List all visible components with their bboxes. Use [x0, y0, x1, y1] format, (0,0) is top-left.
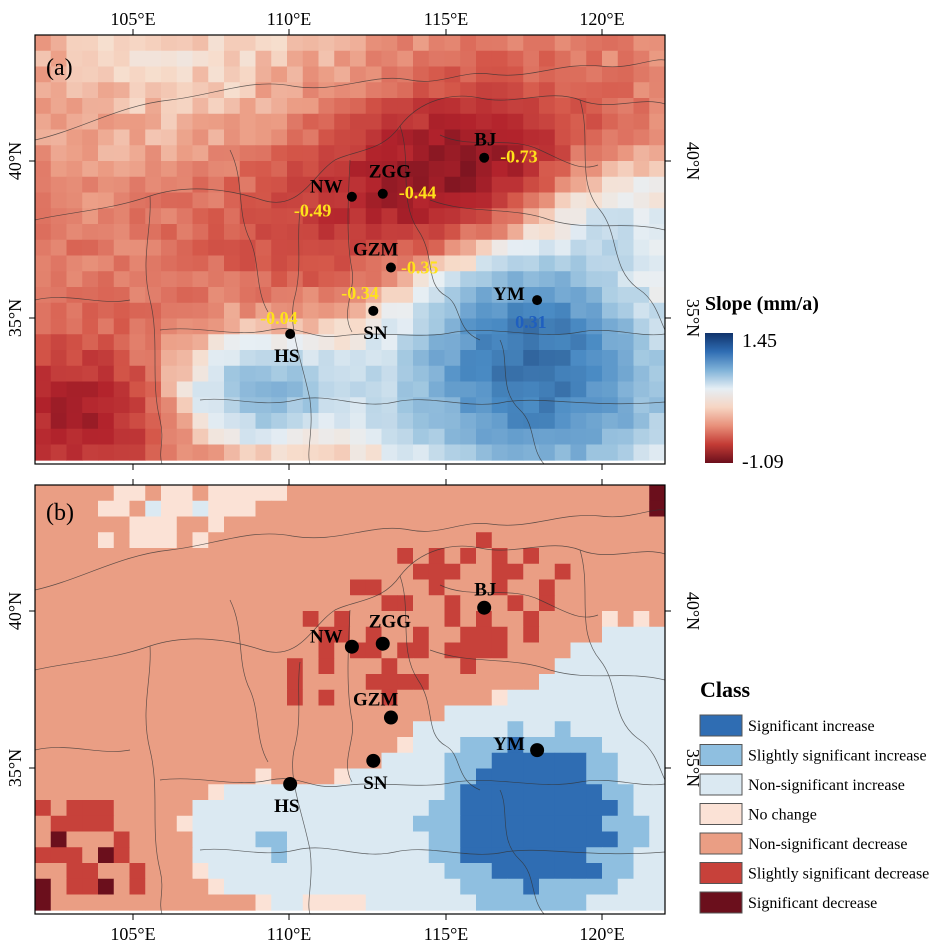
legend-swatch: [699, 862, 743, 884]
class-legend: Class Significant increase Slightly signi…: [699, 677, 929, 914]
legend-swatch: [699, 773, 743, 796]
station-label-a: NW: [310, 177, 343, 198]
station-marker-b: [366, 753, 381, 768]
legend-label: Significant decrease: [748, 895, 877, 912]
stations-layer-a: BJ-0.73 ZGG-0.44 NW -0.49 GZM-0.35 SN -0.34 HS -…: [260, 130, 546, 367]
panel-a-frame: [34, 34, 666, 465]
lon-tick-label-top: 110°E: [267, 9, 312, 29]
station-slope-value: -0.34: [341, 283, 379, 303]
station-marker-b: [283, 777, 298, 792]
station-label-b: NW: [310, 627, 343, 648]
colorbar-title: Slope (mm/a): [705, 293, 819, 315]
station-label-b: SN: [363, 773, 388, 794]
station-marker-a: [532, 295, 543, 306]
station-slope-value: -0.73: [500, 147, 538, 167]
lat-tick-label-right: 40°N: [683, 592, 703, 630]
panel-b-label: (b): [46, 500, 74, 526]
axes: 105°E 105°E 110°E 110°E 115°E 115°E 120°E 120°E…: [5, 9, 703, 944]
colorbar-min: -1.09: [742, 451, 784, 473]
lat-tick-label-left: 40°N: [5, 142, 25, 180]
lon-tick-label-top: 115°E: [424, 9, 469, 29]
legend-title: Class: [700, 677, 751, 702]
lon-tick-label-bottom: 120°E: [579, 924, 624, 944]
legend-swatch: [699, 803, 743, 825]
panel-b: (b) BJ ZGG NW GZM SN HS YM: [34, 484, 666, 915]
station-marker-a: [346, 191, 357, 202]
station-label-a: ZGG: [369, 162, 411, 183]
station-slope-value: 0.31: [515, 312, 547, 332]
station-slope-value: -0.04: [260, 308, 298, 328]
lon-tick-label-top: 120°E: [579, 9, 624, 29]
lat-tick-label-left: 35°N: [5, 749, 25, 787]
lat-tick-label-left: 40°N: [5, 592, 25, 630]
legend-label: Non-significant decrease: [748, 836, 907, 853]
station-label-b: HS: [274, 796, 299, 817]
province-borders-a: [35, 59, 665, 464]
station-marker-b: [344, 639, 359, 654]
station-label-b: ZGG: [369, 612, 411, 633]
station-label-a: SN: [363, 323, 388, 344]
colorbar-max: 1.45: [742, 330, 777, 352]
lat-tick-label-right: 35°N: [683, 749, 703, 787]
lat-tick-label-left: 35°N: [5, 299, 25, 337]
station-label-b: BJ: [474, 580, 496, 601]
legend-label: Slightly significant decrease: [748, 866, 929, 883]
station-slope-value: -0.49: [294, 201, 332, 221]
station-marker-b: [477, 600, 492, 615]
lat-tick-label-right: 35°N: [683, 299, 703, 337]
stations-layer-b: BJ ZGG NW GZM SN HS YM: [274, 580, 545, 817]
station-marker-a: [368, 305, 379, 316]
legend-label: Non-significant increase: [748, 777, 905, 794]
station-label-a: HS: [274, 346, 299, 367]
panel-a: (a) BJ-0.73 ZGG-0.44 NW -0.49 GZM-0.35 SN -0.3…: [34, 34, 666, 465]
class-raster: [35, 485, 665, 911]
legend-swatch: [699, 891, 743, 914]
province-borders-b: [35, 509, 665, 914]
colorbar-ramp: [705, 333, 733, 463]
station-slope-value: -0.44: [399, 183, 437, 203]
lon-tick-label-bottom: 105°E: [110, 924, 155, 944]
station-marker-a: [479, 152, 490, 163]
colorbar: Slope (mm/a) 1.45 -1.09: [705, 293, 819, 473]
slope-raster: [35, 35, 665, 461]
station-marker-a: [285, 329, 296, 340]
station-marker-b: [375, 636, 390, 651]
legend-swatch: [699, 744, 743, 766]
station-marker-a: [385, 262, 396, 273]
station-slope-value: -0.35: [401, 258, 439, 278]
legend-label: No change: [748, 807, 817, 824]
legend-label: Slightly significant increase: [748, 748, 927, 765]
lon-tick-label-top: 105°E: [110, 9, 155, 29]
station-marker-b: [530, 743, 545, 758]
lon-tick-label-bottom: 110°E: [267, 924, 312, 944]
station-label-a: GZM: [353, 240, 398, 261]
legend-label: Significant increase: [748, 718, 875, 735]
station-marker-b: [383, 710, 398, 725]
legend-swatch: [699, 714, 743, 737]
legend-swatch: [699, 832, 743, 855]
lat-tick-label-right: 40°N: [683, 142, 703, 180]
station-label-b: GZM: [353, 690, 398, 711]
lon-tick-label-bottom: 115°E: [424, 924, 469, 944]
panel-b-frame: [34, 484, 666, 915]
panel-a-label: (a): [46, 55, 73, 81]
station-label-a: BJ: [474, 130, 496, 151]
station-label-b: YM: [493, 734, 525, 755]
station-label-a: YM: [493, 284, 525, 305]
station-marker-a: [377, 188, 388, 199]
